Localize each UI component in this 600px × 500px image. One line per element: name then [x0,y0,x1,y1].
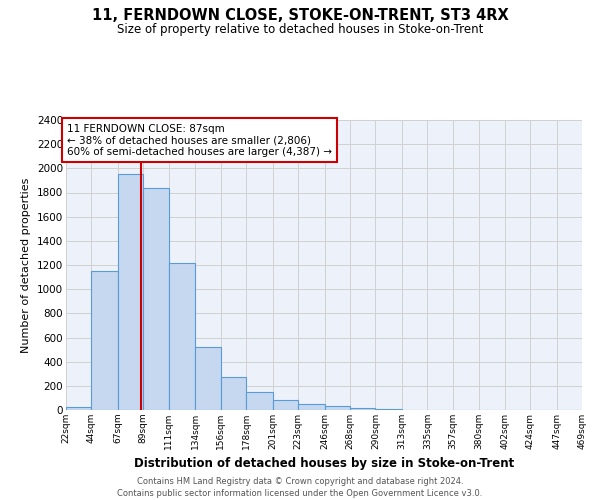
Bar [325,406,350,410]
Bar [66,407,91,410]
Text: Contains public sector information licensed under the Open Government Licence v3: Contains public sector information licen… [118,489,482,498]
X-axis label: Distribution of detached houses by size in Stoke-on-Trent: Distribution of detached houses by size … [134,458,514,470]
Bar [195,347,221,410]
Bar [169,262,195,410]
Bar [143,188,169,410]
Text: Contains HM Land Registry data © Crown copyright and database right 2024.: Contains HM Land Registry data © Crown c… [137,478,463,486]
Bar [118,174,143,410]
Text: Size of property relative to detached houses in Stoke-on-Trent: Size of property relative to detached ho… [117,22,483,36]
Bar [376,409,402,410]
Bar [298,404,325,410]
Bar [221,378,246,410]
Bar [246,392,272,410]
Bar [91,271,118,410]
Text: 11 FERNDOWN CLOSE: 87sqm
← 38% of detached houses are smaller (2,806)
60% of sem: 11 FERNDOWN CLOSE: 87sqm ← 38% of detach… [67,124,332,157]
Bar [272,400,298,410]
Bar [350,408,376,410]
Y-axis label: Number of detached properties: Number of detached properties [22,178,31,352]
Text: 11, FERNDOWN CLOSE, STOKE-ON-TRENT, ST3 4RX: 11, FERNDOWN CLOSE, STOKE-ON-TRENT, ST3 … [92,8,508,22]
